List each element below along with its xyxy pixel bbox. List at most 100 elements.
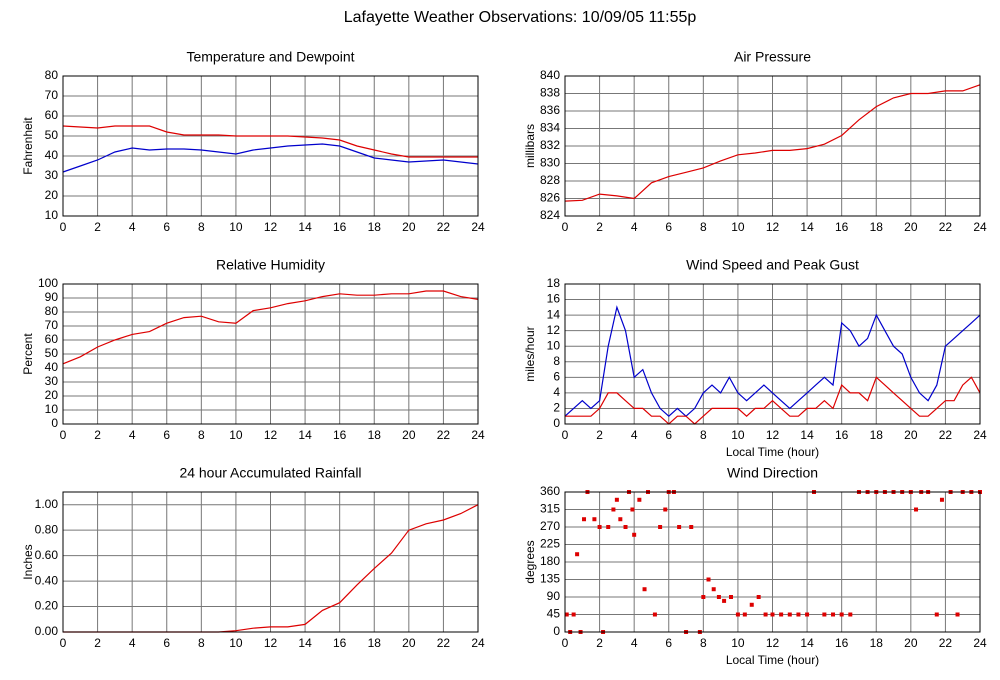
x-tick-label: 12 [766,220,780,234]
data-point [564,612,569,617]
y-tick-label: 826 [540,191,560,205]
data-point [652,612,657,617]
data-point [623,525,628,529]
x-tick-label: 2 [94,428,101,442]
data-point [597,525,602,529]
data-point [611,507,616,512]
y-axis-label: Inches [21,544,35,579]
x-tick-label: 2 [596,220,603,234]
x-tick-label: 6 [665,220,672,234]
data-point [606,525,611,529]
page-title: Lafayette Weather Observations: 10/09/05… [344,9,697,26]
x-tick-label: 14 [800,428,814,442]
y-tick-label: 60 [45,108,59,122]
data-point [618,517,623,522]
y-tick-label: 0 [553,624,560,638]
x-tick-label: 18 [870,428,884,442]
x-tick-label: 22 [437,428,451,442]
y-tick-label: 18 [547,276,561,290]
data-point [779,612,784,617]
y-tick-label: 20 [45,188,59,202]
y-tick-label: 6 [553,370,560,384]
chart-title: Relative Humidity [216,257,325,273]
y-tick-label: 180 [540,554,560,568]
x-tick-label: 4 [129,636,136,650]
data-point [722,598,727,603]
y-tick-label: 836 [540,103,560,117]
x-tick-label: 8 [198,428,205,442]
data-point [735,612,740,617]
x-tick-label: 10 [731,636,745,650]
data-point [663,507,668,512]
x-tick-label: 10 [229,220,243,234]
y-tick-label: 834 [540,121,560,135]
y-tick-label: 20 [45,388,59,402]
y-tick-label: 315 [540,502,560,516]
x-tick-label: 6 [665,428,672,442]
y-axis-label: degrees [523,540,537,583]
x-tick-label: 14 [800,636,814,650]
x-tick-label: 6 [163,636,170,650]
x-tick-label: 18 [368,428,382,442]
x-tick-label: 14 [800,220,814,234]
data-line [564,84,981,202]
x-tick-label: 8 [198,220,205,234]
data-line [62,143,479,173]
x-tick-label: 4 [129,428,136,442]
y-tick-label: 1.00 [35,497,59,511]
y-tick-label: 14 [547,307,561,321]
data-point [831,612,836,617]
chart-title: Temperature and Dewpoint [186,49,354,65]
x-tick-label: 0 [60,636,67,650]
y-tick-label: 830 [540,156,560,170]
y-tick-label: 50 [45,128,59,142]
data-point [914,507,919,512]
y-tick-label: 0 [51,416,58,430]
data-line [565,376,981,425]
x-tick-label: 24 [471,636,485,650]
data-point [787,612,792,617]
x-tick-label: 18 [368,220,382,234]
y-tick-label: 0.80 [35,522,59,536]
y-tick-label: 0.40 [35,573,59,587]
data-point [582,517,587,522]
x-tick-label: 20 [904,220,918,234]
data-point [571,612,576,617]
y-axis-label: Fahrenheit [21,117,35,175]
x-tick-label: 14 [298,220,312,234]
chart-title: Wind Direction [727,465,818,481]
x-tick-label: 10 [229,636,243,650]
plot-frame [62,75,479,217]
data-point [632,532,637,537]
y-tick-label: 0 [553,416,560,430]
y-tick-label: 30 [45,168,59,182]
x-tick-label: 24 [471,220,485,234]
y-tick-label: 4 [553,385,560,399]
data-line [62,290,479,365]
chart-title: 24 hour Accumulated Rainfall [179,465,361,481]
y-tick-label: 45 [547,607,561,621]
x-tick-label: 4 [631,636,638,650]
x-tick-label: 16 [333,636,347,650]
y-tick-label: 8 [553,354,560,368]
data-point [729,595,733,599]
data-point [642,587,647,592]
y-tick-label: 50 [45,346,59,360]
data-point [677,525,682,529]
x-tick-label: 20 [402,220,416,234]
y-axis-label: miles/hour [523,326,537,381]
y-tick-label: 60 [45,332,59,346]
plot-frame [564,75,981,217]
x-tick-label: 8 [198,636,205,650]
data-point [848,612,853,617]
y-tick-label: 40 [45,148,59,162]
data-point [742,612,747,617]
y-tick-label: 80 [45,68,59,82]
x-tick-label: 18 [870,636,884,650]
y-tick-label: 2 [553,401,560,415]
x-tick-label: 20 [402,636,416,650]
y-tick-label: 90 [45,290,59,304]
data-point [839,612,844,617]
x-tick-label: 24 [973,636,987,650]
x-tick-label: 20 [402,428,416,442]
